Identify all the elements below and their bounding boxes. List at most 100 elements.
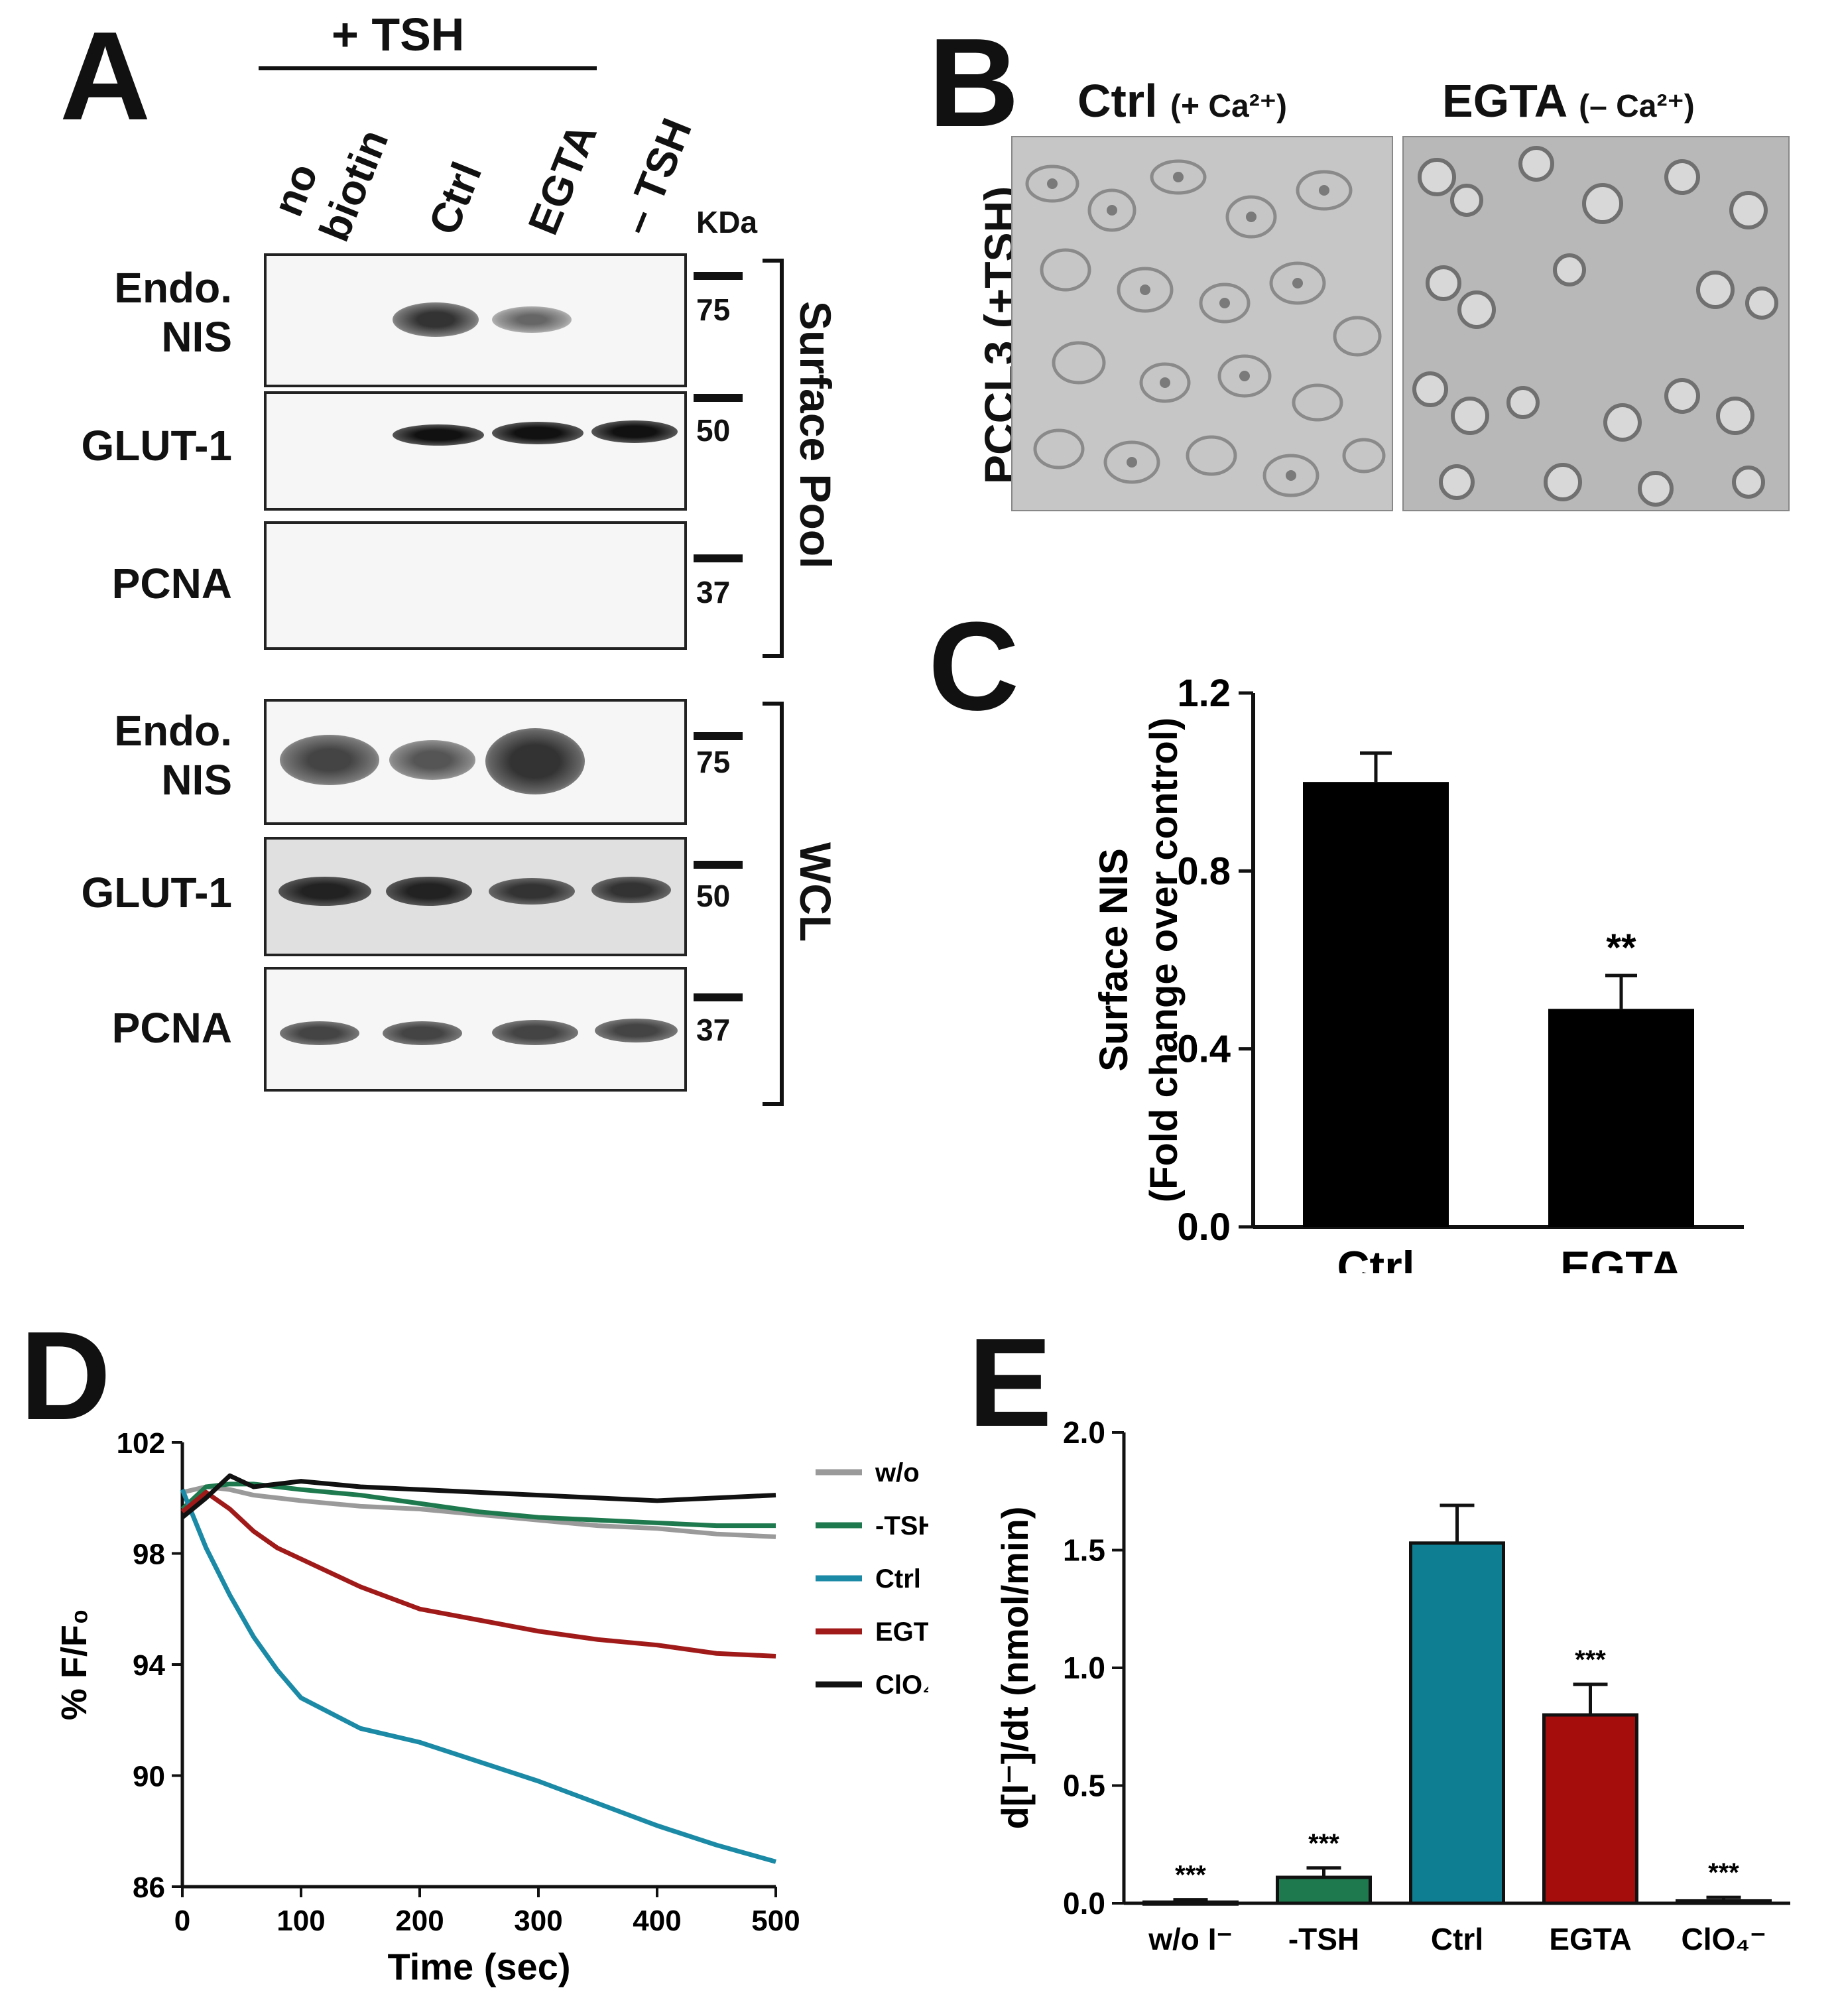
marker-label-37: 37 xyxy=(696,575,731,609)
e-y-tick-label: 1.0 xyxy=(1063,1651,1105,1685)
b-ctrl-title: Ctrl (+ Ca²⁺) xyxy=(1077,74,1287,127)
marker-bar-50-wcl xyxy=(694,861,743,869)
lane-label-egta: EGTA xyxy=(519,117,606,241)
d-x-tick-label: 500 xyxy=(751,1905,800,1937)
panel-e-letter: E xyxy=(968,1312,1052,1453)
e-significance: *** xyxy=(1708,1858,1739,1887)
marker-label-50-wcl: 50 xyxy=(696,879,731,913)
d-series-line xyxy=(182,1484,776,1539)
micrograph-ctrl xyxy=(1011,136,1393,511)
d-x-tick-label: 400 xyxy=(633,1905,681,1937)
d-y-tick-label: 90 xyxy=(133,1761,165,1793)
c-significance: ** xyxy=(1606,926,1636,970)
kda-label: KDa xyxy=(696,205,758,239)
c-y-tick-label: 0.4 xyxy=(1177,1028,1231,1071)
d-x-axis-label: Time (sec) xyxy=(388,1946,571,1987)
d-series-line xyxy=(180,1473,776,1519)
blot-surface-glut1 xyxy=(264,391,687,511)
row-label-wcl-pcna: PCNA xyxy=(111,1004,232,1052)
e-significance: *** xyxy=(1575,1645,1606,1674)
blot-wcl-glut1 xyxy=(264,837,687,956)
row-label-wcl-nis: Endo. NIS xyxy=(114,707,232,804)
lane-label-ctrl: Ctrl xyxy=(419,155,491,241)
d-y-tick-label: 102 xyxy=(117,1427,165,1460)
micrograph-egta-texture xyxy=(1404,137,1788,510)
d-x-tick-label: 100 xyxy=(276,1905,325,1937)
d-legend-label: w/o I⁻ xyxy=(875,1458,928,1487)
e-bar xyxy=(1276,1875,1372,1905)
d-y-tick-label: 94 xyxy=(133,1649,165,1682)
e-significance: *** xyxy=(1308,1829,1339,1858)
blot-surface-nis xyxy=(264,253,687,387)
e-y-tick-label: 0.5 xyxy=(1063,1769,1105,1803)
d-legend-label: -TSH xyxy=(875,1511,928,1541)
c-y-tick-label: 0.8 xyxy=(1177,850,1231,893)
marker-bar-75 xyxy=(694,272,743,280)
b-ctrl-subtitle: (+ Ca²⁺) xyxy=(1170,89,1288,124)
e-significance: *** xyxy=(1175,1861,1206,1890)
row-label-surface-nis: Endo. NIS xyxy=(114,264,232,361)
d-legend-label: Ctrl xyxy=(875,1564,921,1594)
treatment-header-line xyxy=(259,66,597,70)
group-label-surface-pool: Surface Pool xyxy=(791,301,840,569)
marker-label-50: 50 xyxy=(696,413,731,448)
e-y-tick-label: 0.0 xyxy=(1063,1886,1105,1921)
panel-c-letter: C xyxy=(928,596,1020,737)
panel-e: E 0.0 0.5 1.0 1.5 2.0 w/o I⁻ *** -TSH *** Ctrl EGT… xyxy=(928,1300,1840,2016)
e-x-tick-label: -TSH xyxy=(1288,1922,1359,1956)
row-label-surface-glut1: GLUT-1 xyxy=(81,422,232,470)
marker-bar-37 xyxy=(694,554,743,562)
d-legend-label: ClO₄⁻ xyxy=(875,1670,928,1700)
b-egta-subtitle: (– Ca²⁺) xyxy=(1579,89,1695,124)
bracket-wcl xyxy=(763,702,784,1106)
treatment-header: + TSH xyxy=(332,9,465,60)
marker-bar-37-wcl xyxy=(694,993,743,1001)
d-x-tick-label: 300 xyxy=(514,1905,562,1937)
d-y-tick-label: 86 xyxy=(133,1871,165,1904)
d-series-line xyxy=(180,1489,776,1659)
marker-label-75: 75 xyxy=(696,292,731,327)
d-series-line xyxy=(180,1488,776,1864)
d-y-axis-label: % F/F₀ xyxy=(54,1609,94,1720)
c-bar-ctrl xyxy=(1303,782,1449,1227)
e-x-tick-label: Ctrl xyxy=(1431,1922,1483,1956)
e-bar xyxy=(1676,1899,1772,1905)
e-bar xyxy=(1542,1713,1638,1905)
marker-label-75-wcl: 75 xyxy=(696,745,731,779)
chart-c: 0.0 0.4 0.8 1.2 Ctrl EGTA ** Surface NIS (Fold c… xyxy=(1091,672,1744,1273)
blot-surface-pcna xyxy=(264,521,687,650)
e-bar xyxy=(1409,1541,1505,1905)
b-ctrl-title-text: Ctrl xyxy=(1077,75,1158,127)
panel-c: C 0.0 0.4 0.8 1.2 Ctrl EGTA ** Surface NIS (Fold… xyxy=(928,570,1840,1287)
marker-bar-75-wcl xyxy=(694,732,743,740)
c-x-tick-label: EGTA xyxy=(1560,1242,1682,1273)
panel-d: D 86 90 94 98 102 0 100 200 300 400 500 Time (sec)%… xyxy=(0,1300,928,2016)
d-x-tick-label: 0 xyxy=(174,1905,190,1937)
e-x-tick-label: w/o I⁻ xyxy=(1148,1922,1233,1956)
panel-b-letter: B xyxy=(928,13,1020,153)
panel-b: B Ctrl (+ Ca²⁺) EGTA (– Ca²⁺) PCCL3 (+TS… xyxy=(928,0,1840,531)
micrograph-egta xyxy=(1402,136,1790,511)
c-y-tick-label: 1.2 xyxy=(1177,672,1231,715)
c-y-axis-label-line1: Surface NIS xyxy=(1091,848,1136,1072)
panel-d-letter: D xyxy=(20,1306,111,1446)
e-bar xyxy=(1142,1900,1239,1906)
c-y-tick-label: 0.0 xyxy=(1177,1206,1231,1249)
micrograph-ctrl-texture xyxy=(1012,137,1392,510)
chart-e: 0.0 0.5 1.0 1.5 2.0 w/o I⁻ *** -TSH *** Ctrl EGTA *… xyxy=(994,1415,1790,1956)
bracket-surface-pool xyxy=(763,259,784,658)
group-label-wcl: WCL xyxy=(791,842,840,942)
panel-a-letter: A xyxy=(60,6,151,147)
c-x-tick-label: Ctrl xyxy=(1337,1242,1414,1273)
row-label-surface-pcna: PCNA xyxy=(111,560,232,607)
lane-label-minus-tsh: – TSH xyxy=(611,111,702,241)
d-legend-label: EGTA xyxy=(875,1617,928,1647)
c-bar-egta xyxy=(1548,1009,1694,1227)
e-y-tick-label: 1.5 xyxy=(1063,1533,1105,1568)
d-x-tick-label: 200 xyxy=(395,1905,444,1937)
e-y-axis-label: d[I⁻]/dt (nmol/min) xyxy=(994,1507,1036,1830)
marker-label-37-wcl: 37 xyxy=(696,1013,731,1047)
e-x-tick-label: ClO₄⁻ xyxy=(1682,1922,1766,1956)
panel-a: A + TSH no biotin Ctrl EGTA – TSH KDa En… xyxy=(0,0,928,1127)
c-y-axis-label-line2: (Fold change over control) xyxy=(1142,718,1186,1203)
